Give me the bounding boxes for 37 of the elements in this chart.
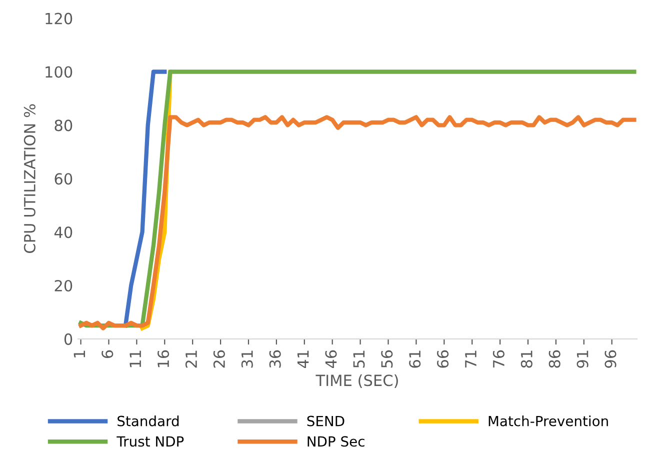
legend-label: SEND [307,416,344,426]
line-series [78,70,636,328]
x-tick-label: 86 [548,350,560,368]
y-tick-label: 100 [46,66,72,78]
x-tick-label: 66 [437,350,449,368]
legend-label: Match-Prevention [488,416,608,426]
x-tick-label: 21 [185,350,197,368]
x-tick-label: 41 [297,350,309,368]
x-tick-label: 6 [102,350,114,358]
x-tick-label: 36 [269,350,281,368]
y-tick-label: 120 [46,12,72,24]
x-tick-label: 96 [604,350,616,368]
x-tick-label: 16 [158,350,170,368]
x-tick-label: 51 [353,350,365,368]
legend-label: NDP Sec [308,436,364,447]
line-series [123,70,167,328]
x-tick-label: 81 [520,350,532,368]
y-tick-label: 0 [64,333,72,345]
x-tick-label: 56 [381,350,393,368]
x-tick-label: 61 [409,350,421,368]
x-tick-label: 71 [465,350,476,368]
x-tick-label: 31 [241,350,253,368]
y-axis-title: CPU UTILIZATION % [24,104,36,253]
x-axis-title: TIME (SEC) [316,374,398,388]
x-tick-label: 11 [130,350,141,368]
line-series [78,115,636,330]
y-tick-label: 80 [54,120,72,132]
x-tick-label: 26 [213,350,225,368]
legend-label: Trust NDP [116,436,184,447]
y-tick-label: 20 [54,280,72,292]
y-tick-label: 40 [54,226,72,238]
y-tick-label: 60 [54,173,72,185]
x-tick-label: 46 [325,350,337,368]
x-tick-label: 76 [492,350,504,368]
x-tick-label: 1 [74,350,86,358]
x-tick-label: 91 [576,350,588,368]
legend-label: Standard [118,416,179,426]
